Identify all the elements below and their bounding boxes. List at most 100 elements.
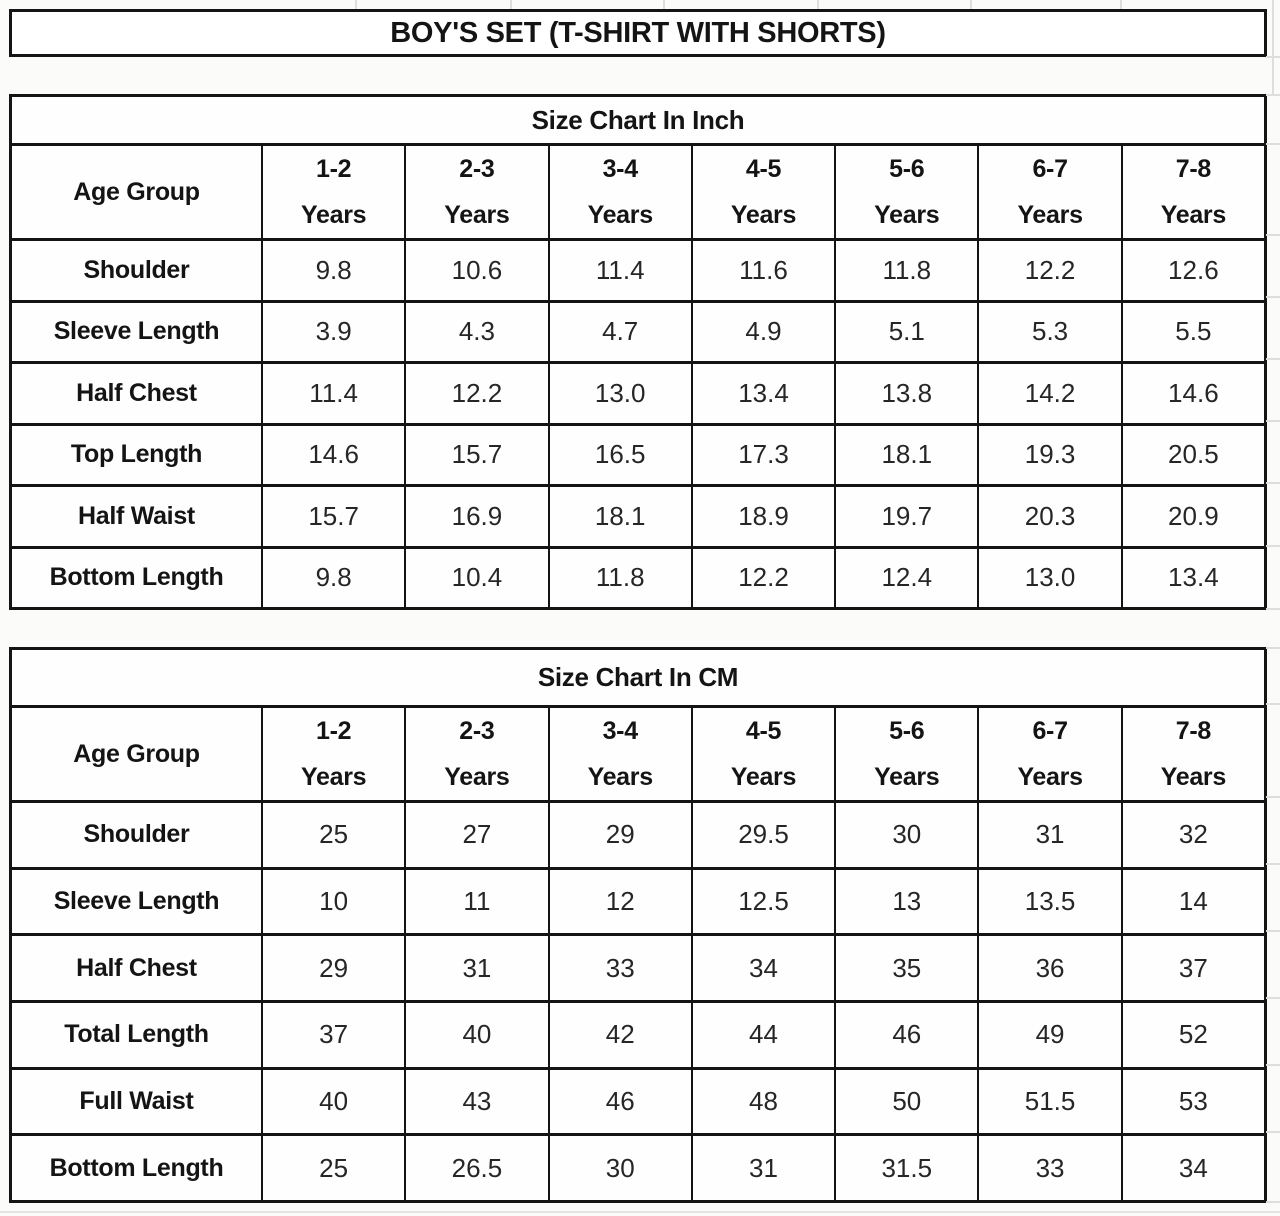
- value-cell: 14.6: [261, 422, 405, 484]
- row-label: Bottom Length: [12, 545, 261, 607]
- value-cell: 36: [977, 933, 1121, 1000]
- value-cell: 12.2: [977, 238, 1121, 300]
- spreadsheet-gridline: [1266, 647, 1280, 649]
- value-cell: 37: [261, 999, 405, 1067]
- row-label: Half Chest: [12, 933, 261, 1000]
- value-cell: 20.3: [977, 484, 1121, 546]
- spreadsheet-gridline: [1266, 1064, 1280, 1066]
- age-column-header: 2-3 Years: [404, 143, 548, 238]
- value-cell: 13.0: [547, 361, 691, 423]
- value-cell: 18.1: [834, 422, 978, 484]
- value-cell: 30: [834, 800, 978, 867]
- value-cell: 12.5: [690, 866, 835, 934]
- age-column-header: 3-4 Years: [547, 143, 691, 238]
- value-cell: 11.4: [547, 238, 691, 300]
- value-cell: 15.7: [404, 422, 548, 484]
- value-cell: 16.9: [404, 484, 548, 546]
- value-cell: 10: [261, 866, 405, 934]
- spreadsheet-gridline: [1266, 94, 1280, 96]
- value-cell: 12.2: [690, 545, 835, 607]
- spreadsheet-gridline: [1266, 358, 1280, 360]
- value-cell: 48: [690, 1066, 835, 1134]
- spreadsheet-gridline: [1266, 930, 1280, 932]
- value-cell: 29: [547, 800, 691, 867]
- age-column-header: 3-4 Years: [547, 705, 691, 800]
- spreadsheet-gridline: [1266, 1131, 1280, 1133]
- spreadsheet-gridline: [1120, 0, 1122, 9]
- spreadsheet-gridline: [1266, 234, 1280, 236]
- value-cell: 40: [261, 1066, 405, 1134]
- value-cell: 34: [690, 933, 835, 1000]
- spreadsheet-gridline: [355, 0, 357, 9]
- spreadsheet-gridline: [0, 1211, 1280, 1213]
- spreadsheet-gridline: [817, 0, 819, 9]
- spreadsheet-gridline: [970, 0, 972, 9]
- value-cell: 20.5: [1120, 422, 1264, 484]
- value-cell: 18.9: [690, 484, 835, 546]
- value-cell: 12.6: [1120, 238, 1264, 300]
- value-cell: 46: [547, 1066, 691, 1134]
- value-cell: 5.1: [834, 299, 978, 361]
- age-column-header: 5-6 Years: [834, 705, 978, 800]
- value-cell: 11: [404, 866, 548, 934]
- value-cell: 27: [404, 800, 548, 867]
- spreadsheet-gridline: [1266, 703, 1280, 705]
- row-label: Total Length: [12, 999, 261, 1067]
- value-cell: 19.7: [834, 484, 978, 546]
- table-title: Size Chart In CM: [12, 650, 1264, 705]
- spreadsheet-gridline: [1272, 0, 1274, 94]
- value-cell: 34: [1120, 1133, 1264, 1200]
- value-cell: 14.2: [977, 361, 1121, 423]
- age-column-header: 1-2 Years: [261, 705, 405, 800]
- age-column-header: 6-7 Years: [977, 705, 1121, 800]
- value-cell: 9.8: [261, 238, 405, 300]
- value-cell: 5.5: [1120, 299, 1264, 361]
- value-cell: 20.9: [1120, 484, 1264, 546]
- value-cell: 33: [977, 1133, 1121, 1200]
- value-cell: 31: [977, 800, 1121, 867]
- spreadsheet-gridline: [1266, 545, 1280, 547]
- spreadsheet-gridline: [1266, 1201, 1280, 1203]
- value-cell: 25: [261, 800, 405, 867]
- value-cell: 12.2: [404, 361, 548, 423]
- value-cell: 10.4: [404, 545, 548, 607]
- value-cell: 13.5: [977, 866, 1121, 934]
- value-cell: 43: [404, 1066, 548, 1134]
- value-cell: 51.5: [977, 1066, 1121, 1134]
- age-column-header: 5-6 Years: [834, 143, 978, 238]
- value-cell: 19.3: [977, 422, 1121, 484]
- value-cell: 14: [1120, 866, 1264, 934]
- value-cell: 4.9: [690, 299, 835, 361]
- value-cell: 17.3: [690, 422, 835, 484]
- age-column-header: 4-5 Years: [690, 143, 835, 238]
- value-cell: 13.4: [690, 361, 835, 423]
- age-group-label: Age Group: [12, 143, 261, 238]
- size-table-cm: Size Chart In CM Age Group 1-2 Years 2-3 Year…: [9, 647, 1267, 1203]
- value-cell: 37: [1120, 933, 1264, 1000]
- value-cell: 44: [690, 999, 835, 1067]
- value-cell: 31.5: [834, 1133, 978, 1200]
- row-label: Half Waist: [12, 484, 261, 546]
- spreadsheet-gridline: [1266, 143, 1280, 145]
- table-title: Size Chart In Inch: [12, 97, 1264, 143]
- value-cell: 30: [547, 1133, 691, 1200]
- spreadsheet-gridline: [1266, 608, 1280, 610]
- value-cell: 11.4: [261, 361, 405, 423]
- age-column-header: 1-2 Years: [261, 143, 405, 238]
- spreadsheet-gridline: [1266, 997, 1280, 999]
- age-column-header: 6-7 Years: [977, 143, 1121, 238]
- value-cell: 15.7: [261, 484, 405, 546]
- spreadsheet-gridline: [1266, 296, 1280, 298]
- spreadsheet-gridline: [663, 0, 665, 9]
- page-title: BOY'S SET (T-SHIRT WITH SHORTS): [9, 9, 1267, 57]
- value-cell: 11.8: [547, 545, 691, 607]
- row-label: Sleeve Length: [12, 866, 261, 934]
- value-cell: 42: [547, 999, 691, 1067]
- row-label: Bottom Length: [12, 1133, 261, 1200]
- value-cell: 13.8: [834, 361, 978, 423]
- age-column-header: 2-3 Years: [404, 705, 548, 800]
- value-cell: 16.5: [547, 422, 691, 484]
- value-cell: 40: [404, 999, 548, 1067]
- value-cell: 14.6: [1120, 361, 1264, 423]
